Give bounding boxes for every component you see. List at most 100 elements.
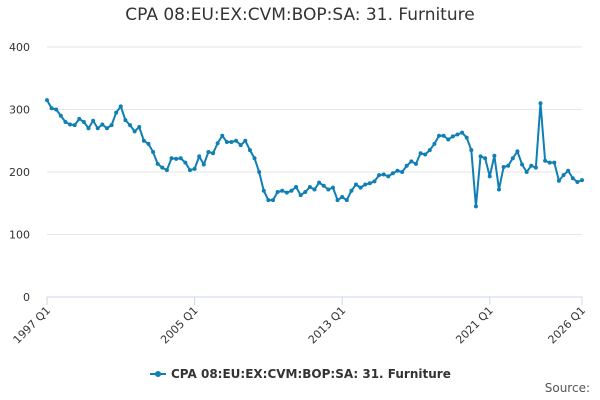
point [220,133,225,138]
point [460,130,465,135]
point [252,156,257,161]
point [243,138,248,143]
point [155,161,160,166]
point [441,133,446,138]
point [543,158,548,163]
point [354,182,359,187]
point [280,188,285,193]
point [49,106,54,111]
point [349,188,354,193]
point [303,190,308,194]
point [137,125,142,129]
point [330,185,335,190]
point [496,187,501,192]
point [386,174,391,179]
x-tick-label: 2005 Q1 [158,304,201,347]
point [270,198,275,203]
point [506,163,511,168]
point [552,160,557,165]
point [520,162,525,167]
point [483,156,488,161]
point [455,132,460,137]
y-tick-label: 300 [9,104,30,117]
point [464,135,469,140]
point [54,107,59,112]
point [400,170,405,174]
point [224,140,229,144]
point [570,176,575,181]
point [413,161,418,166]
point [515,149,520,154]
point [450,134,455,139]
point [247,148,252,153]
point [197,154,202,159]
point [58,113,63,118]
point [275,190,280,194]
point [238,143,243,148]
point [45,98,49,103]
point [321,183,326,188]
point [266,198,271,203]
point [533,165,538,170]
point [257,170,262,174]
point [72,123,77,128]
point [298,193,303,198]
point [100,122,105,127]
point [187,168,192,173]
x-tick-label: 2026 Q1 [546,304,589,347]
point [128,123,133,128]
point [307,185,312,189]
point [478,154,483,159]
point [377,173,382,178]
point [561,173,566,178]
point [104,126,109,131]
point [206,150,211,154]
x-tick-label: 1997 Q1 [11,304,54,347]
point [261,188,266,193]
point [77,116,82,121]
point [229,140,234,144]
y-tick-label: 400 [9,41,30,54]
point [284,190,289,195]
point [169,156,174,161]
point [524,170,529,174]
point [63,120,68,124]
point [192,166,197,171]
point [510,156,515,161]
point [123,118,128,123]
point [418,151,423,156]
point [437,133,442,138]
point [381,172,386,177]
point [68,122,73,127]
point [575,180,580,184]
point [86,126,91,131]
point [547,160,552,165]
point [487,174,492,179]
point [372,179,377,184]
point [146,141,151,146]
point [109,123,114,128]
y-tick-label: 100 [9,229,30,242]
point [178,156,183,161]
point [312,187,317,192]
point [335,198,340,203]
point [423,152,428,157]
point [132,129,137,134]
point [358,185,363,190]
point [95,126,100,131]
point [81,120,86,124]
point [118,104,123,109]
source-label: Source: [545,381,590,395]
y-tick-label: 0 [23,291,30,304]
point [367,181,372,186]
point [91,118,96,123]
point [363,182,368,187]
point [211,151,216,156]
point [409,159,414,164]
point [529,163,534,168]
point [160,165,165,170]
point [340,195,345,199]
y-tick-label: 200 [9,166,30,179]
point [174,156,179,161]
